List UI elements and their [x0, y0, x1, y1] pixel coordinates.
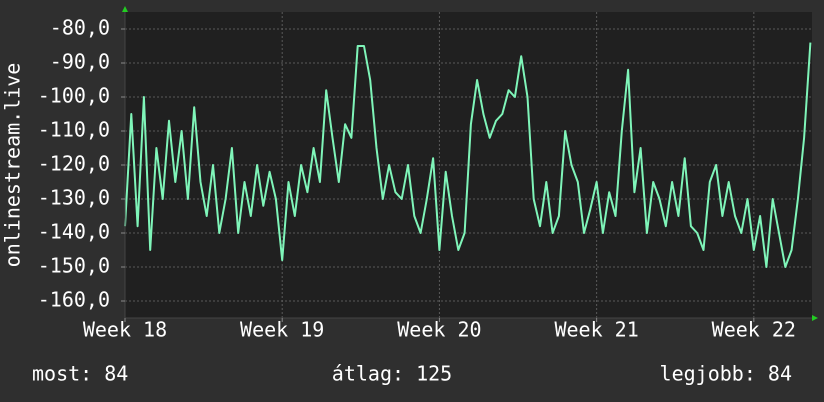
stat-average: átlag: 125 [332, 362, 452, 386]
series-line [124, 42, 812, 268]
x-tick-label: Week 18 [83, 318, 167, 342]
x-tick-label: Week 22 [712, 318, 796, 342]
y-tick-label: -130,0 [38, 186, 110, 210]
y-tick-label: -90,0 [50, 50, 110, 74]
y-axis-label: onlinestream.live [1, 63, 25, 268]
stat-current: most: 84 [32, 362, 128, 386]
y-tick-label: -140,0 [38, 220, 110, 244]
y-tick-label: -120,0 [38, 152, 110, 176]
x-tick-label: Week 19 [240, 318, 324, 342]
stat-best: legjobb: 84 [660, 362, 792, 386]
y-tick-label: -80,0 [50, 16, 110, 40]
y-tick-label: -110,0 [38, 118, 110, 142]
x-tick-label: Week 21 [554, 318, 638, 342]
y-tick-label: -100,0 [38, 84, 110, 108]
y-tick-label: -160,0 [38, 288, 110, 312]
x-axis-arrow [812, 315, 818, 321]
y-axis-arrow [122, 6, 128, 12]
y-tick-label: -150,0 [38, 254, 110, 278]
x-tick-label: Week 20 [397, 318, 481, 342]
plot [124, 42, 812, 268]
